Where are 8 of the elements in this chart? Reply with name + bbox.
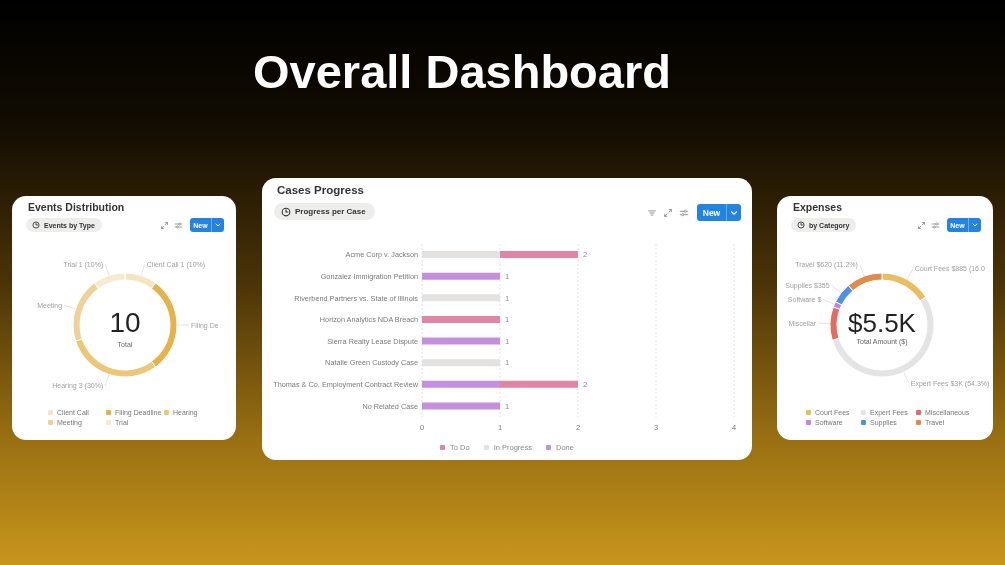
- text: $5.5K: [847, 307, 917, 339]
- chart-title: Expenses: [793, 201, 843, 213]
- text: Overall Dashboard: [252, 45, 672, 99]
- chart-title: Events Distribution: [28, 201, 125, 213]
- text: 10: [108, 306, 142, 340]
- tab-chip: Progress per Case: [274, 203, 375, 220]
- split-button: New: [697, 204, 741, 221]
- text: Cases Progress: [277, 184, 364, 196]
